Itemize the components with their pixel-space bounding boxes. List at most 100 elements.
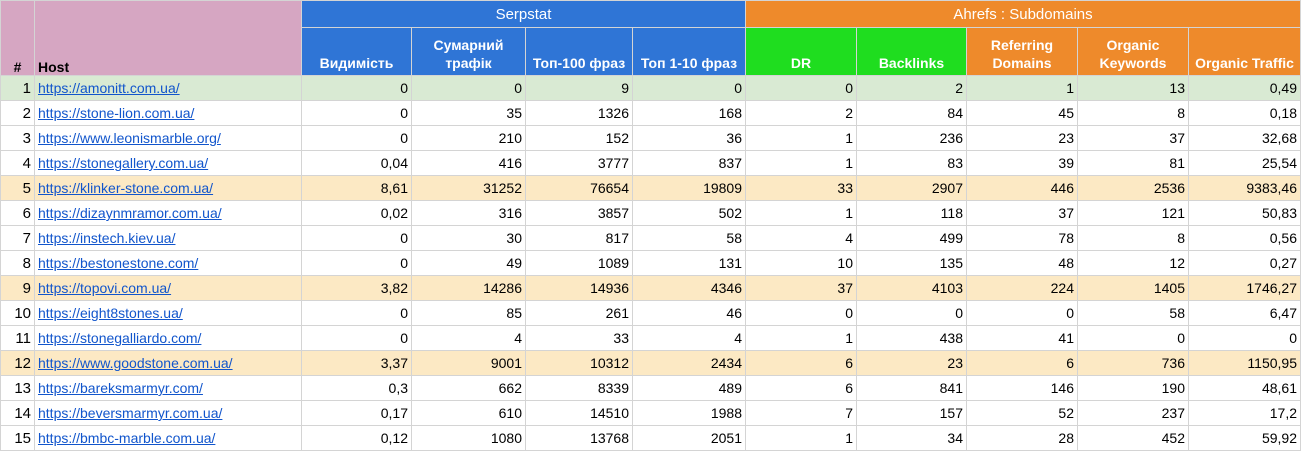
row-index-cell[interactable]: 13: [0, 375, 35, 401]
top10-cell[interactable]: 2434: [632, 350, 746, 376]
dr-cell[interactable]: 7: [745, 400, 857, 426]
host-cell[interactable]: https://beversmarmyr.com.ua/: [34, 400, 302, 426]
row-index-cell[interactable]: 7: [0, 225, 35, 251]
referring-domains-cell[interactable]: 45: [966, 100, 1078, 126]
visibility-cell[interactable]: 0: [301, 325, 412, 351]
row-index-cell[interactable]: 1: [0, 75, 35, 101]
visibility-cell[interactable]: 0,12: [301, 425, 412, 451]
organic-keywords-cell[interactable]: 81: [1077, 150, 1189, 176]
row-index-cell[interactable]: 3: [0, 125, 35, 151]
backlinks-cell[interactable]: 4103: [856, 275, 967, 301]
organic-keywords-cell[interactable]: 37: [1077, 125, 1189, 151]
backlinks-cell[interactable]: 2: [856, 75, 967, 101]
referring-domains-cell[interactable]: 146: [966, 375, 1078, 401]
host-link[interactable]: https://stonegallery.com.ua/: [38, 155, 209, 171]
backlinks-cell[interactable]: 157: [856, 400, 967, 426]
top10-cell[interactable]: 4: [632, 325, 746, 351]
visibility-cell[interactable]: 0,02: [301, 200, 412, 226]
referring-domains-cell[interactable]: 78: [966, 225, 1078, 251]
top100-cell[interactable]: 14510: [525, 400, 633, 426]
top100-cell[interactable]: 3857: [525, 200, 633, 226]
dr-cell[interactable]: 1: [745, 200, 857, 226]
backlinks-cell[interactable]: 2907: [856, 175, 967, 201]
organic-traffic-cell[interactable]: 1746,27: [1188, 275, 1301, 301]
visibility-cell[interactable]: 0,17: [301, 400, 412, 426]
top10-cell[interactable]: 131: [632, 250, 746, 276]
row-index-cell[interactable]: 8: [0, 250, 35, 276]
organic-keywords-cell[interactable]: 0: [1077, 325, 1189, 351]
referring-domains-cell[interactable]: 0: [966, 300, 1078, 326]
host-link[interactable]: https://topovi.com.ua/: [38, 280, 172, 296]
row-index-cell[interactable]: 12: [0, 350, 35, 376]
top100-cell[interactable]: 14936: [525, 275, 633, 301]
visibility-cell[interactable]: 0: [301, 100, 412, 126]
backlinks-cell[interactable]: 34: [856, 425, 967, 451]
backlinks-cell[interactable]: 236: [856, 125, 967, 151]
host-cell[interactable]: https://klinker-stone.com.ua/: [34, 175, 302, 201]
organic-keywords-header[interactable]: Organic Keywords: [1077, 27, 1189, 76]
top100-cell[interactable]: 1089: [525, 250, 633, 276]
dr-header[interactable]: DR: [745, 27, 857, 76]
top100-cell[interactable]: 8339: [525, 375, 633, 401]
host-link[interactable]: https://eight8stones.ua/: [38, 305, 183, 321]
organic-keywords-cell[interactable]: 8: [1077, 225, 1189, 251]
organic-keywords-cell[interactable]: 1405: [1077, 275, 1189, 301]
visibility-header[interactable]: Видимість: [301, 27, 412, 76]
organic-keywords-cell[interactable]: 736: [1077, 350, 1189, 376]
table-row[interactable]: 14 https://beversmarmyr.com.ua/0,17 610 145…: [0, 400, 1301, 426]
visibility-cell[interactable]: 0: [301, 300, 412, 326]
dr-cell[interactable]: 6: [745, 350, 857, 376]
row-index-cell[interactable]: 10: [0, 300, 35, 326]
top100-cell[interactable]: 33: [525, 325, 633, 351]
top100-cell[interactable]: 3777: [525, 150, 633, 176]
backlinks-cell[interactable]: 499: [856, 225, 967, 251]
table-row[interactable]: 2 https://stone-lion.com.ua/0 35 1326 168 2 84…: [0, 100, 1301, 126]
row-index-cell[interactable]: 6: [0, 200, 35, 226]
organic-keywords-cell[interactable]: 2536: [1077, 175, 1189, 201]
backlinks-cell[interactable]: 23: [856, 350, 967, 376]
host-link[interactable]: https://klinker-stone.com.ua/: [38, 180, 214, 196]
organic-traffic-cell[interactable]: 32,68: [1188, 125, 1301, 151]
referring-domains-cell[interactable]: 37: [966, 200, 1078, 226]
host-cell[interactable]: https://eight8stones.ua/: [34, 300, 302, 326]
host-cell[interactable]: https://bareksmarmyr.com/: [34, 375, 302, 401]
visibility-cell[interactable]: 8,61: [301, 175, 412, 201]
backlinks-cell[interactable]: 841: [856, 375, 967, 401]
dr-cell[interactable]: 37: [745, 275, 857, 301]
host-cell[interactable]: https://www.goodstone.com.ua/: [34, 350, 302, 376]
total-traffic-cell[interactable]: 210: [411, 125, 526, 151]
table-row[interactable]: 5 https://klinker-stone.com.ua/8,61 31252 7…: [0, 175, 1301, 201]
referring-domains-cell[interactable]: 6: [966, 350, 1078, 376]
top10-cell[interactable]: 1988: [632, 400, 746, 426]
host-link[interactable]: https://www.leonismarble.org/: [38, 130, 221, 146]
host-header[interactable]: Host: [34, 0, 302, 76]
organic-keywords-cell[interactable]: 190: [1077, 375, 1189, 401]
total-traffic-cell[interactable]: 14286: [411, 275, 526, 301]
row-index-cell[interactable]: 2: [0, 100, 35, 126]
total-traffic-cell[interactable]: 31252: [411, 175, 526, 201]
top100-cell[interactable]: 817: [525, 225, 633, 251]
organic-keywords-cell[interactable]: 121: [1077, 200, 1189, 226]
dr-cell[interactable]: 2: [745, 100, 857, 126]
backlinks-cell[interactable]: 0: [856, 300, 967, 326]
top100-cell[interactable]: 9: [525, 75, 633, 101]
top100-cell[interactable]: 76654: [525, 175, 633, 201]
total-traffic-cell[interactable]: 4: [411, 325, 526, 351]
table-row[interactable]: 1 https://amonitt.com.ua/0 0 9 0 0 2 1 13 0,49: [0, 75, 1301, 101]
top100-cell[interactable]: 13768: [525, 425, 633, 451]
backlinks-cell[interactable]: 83: [856, 150, 967, 176]
dr-cell[interactable]: 1: [745, 125, 857, 151]
organic-keywords-cell[interactable]: 58: [1077, 300, 1189, 326]
total-traffic-cell[interactable]: 662: [411, 375, 526, 401]
top10-cell[interactable]: 4346: [632, 275, 746, 301]
host-cell[interactable]: https://stonegallery.com.ua/: [34, 150, 302, 176]
top10-cell[interactable]: 489: [632, 375, 746, 401]
host-cell[interactable]: https://bestonestone.com/: [34, 250, 302, 276]
referring-domains-cell[interactable]: 23: [966, 125, 1078, 151]
organic-traffic-cell[interactable]: 50,83: [1188, 200, 1301, 226]
row-index-cell[interactable]: 14: [0, 400, 35, 426]
host-link[interactable]: https://www.goodstone.com.ua/: [38, 355, 233, 371]
organic-traffic-cell[interactable]: 0,27: [1188, 250, 1301, 276]
top10-cell[interactable]: 46: [632, 300, 746, 326]
total-traffic-cell[interactable]: 416: [411, 150, 526, 176]
